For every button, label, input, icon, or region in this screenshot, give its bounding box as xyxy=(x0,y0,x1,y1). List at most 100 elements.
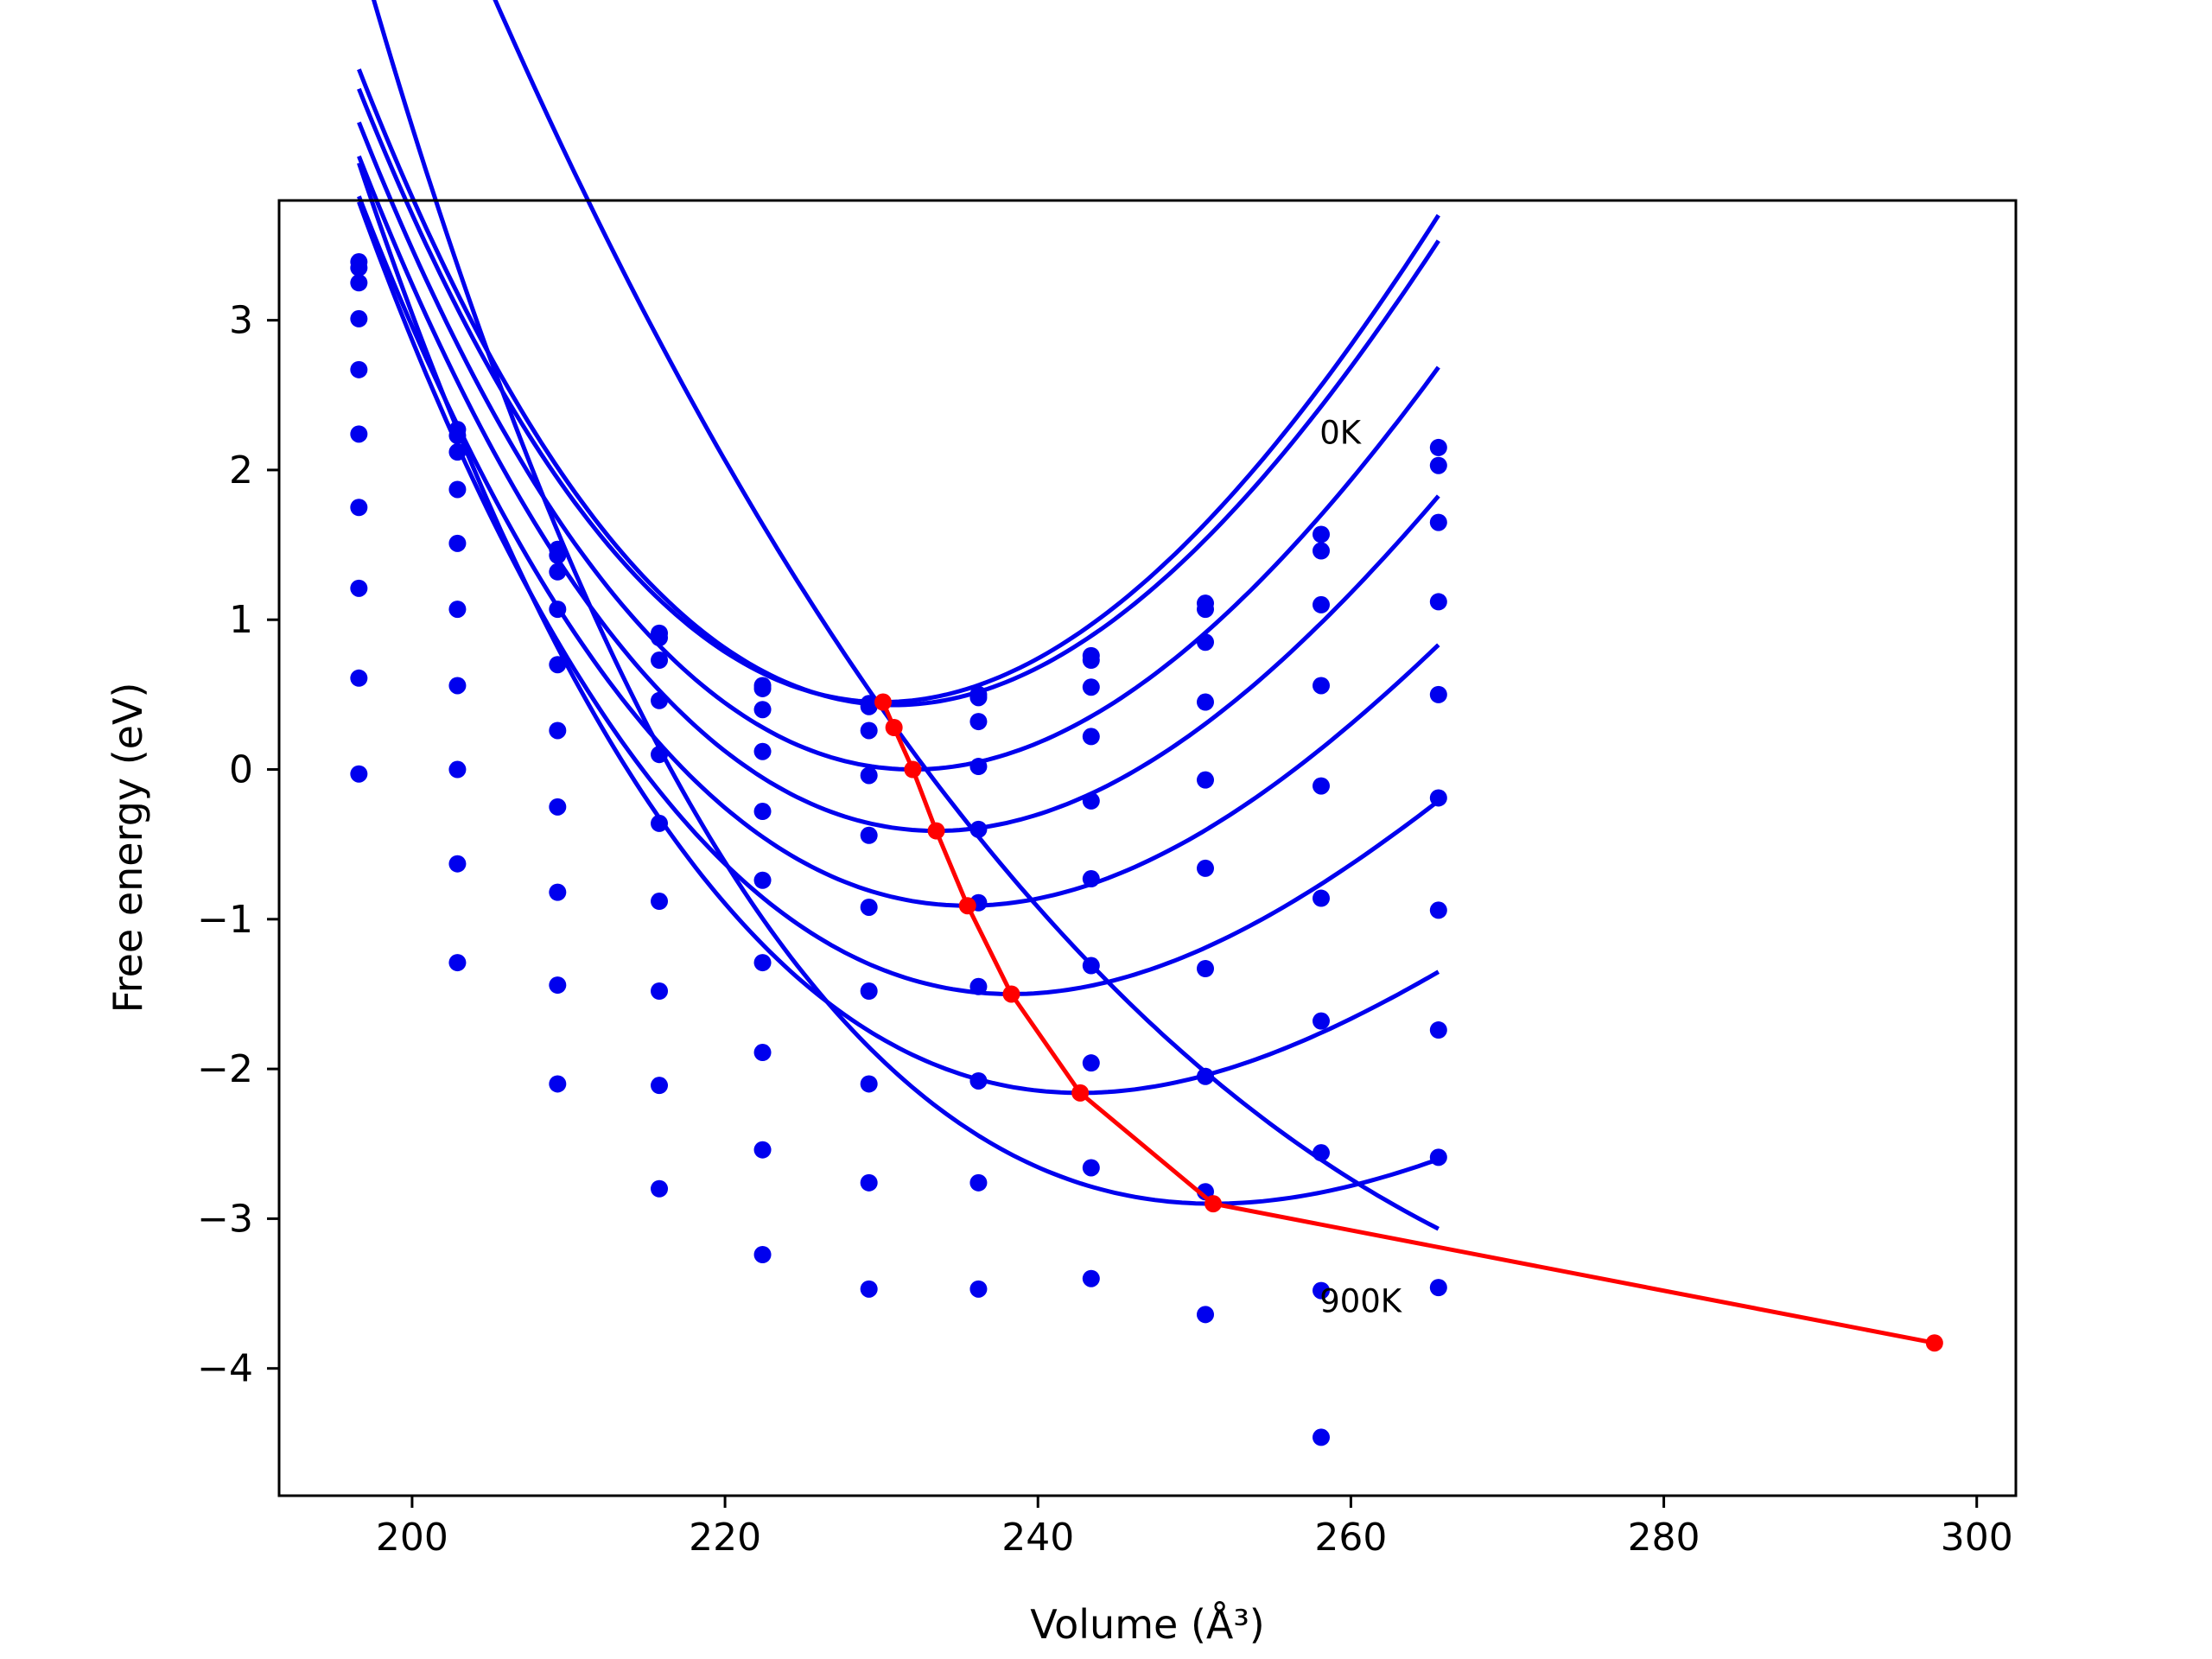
minimum-energy-path xyxy=(874,693,1943,1352)
data-point xyxy=(1429,901,1447,919)
minimum-point xyxy=(874,693,892,711)
data-point xyxy=(1429,438,1447,456)
data-point xyxy=(969,758,988,776)
y-axis-label: Free energy (eV) xyxy=(105,683,151,1014)
data-point xyxy=(1082,678,1100,696)
minimum-point xyxy=(904,760,922,779)
data-point xyxy=(350,765,368,783)
y-tick-label: −2 xyxy=(197,1047,253,1091)
data-point xyxy=(1429,685,1447,703)
data-point xyxy=(753,1141,772,1159)
data-point xyxy=(1429,1279,1447,1297)
data-point xyxy=(753,679,772,697)
y-tick-label: −1 xyxy=(197,898,253,942)
data-point xyxy=(969,689,988,707)
minimum-point xyxy=(927,822,945,840)
data-point xyxy=(860,982,878,1000)
data-point xyxy=(448,534,467,552)
data-point xyxy=(1197,859,1214,877)
data-point xyxy=(1313,1012,1330,1030)
x-axis-label: Volume (Å³) xyxy=(1030,1601,1265,1648)
data-point xyxy=(1313,677,1330,695)
data-point xyxy=(860,1280,878,1298)
data-point xyxy=(1197,693,1214,711)
data-point xyxy=(549,1075,567,1093)
data-point xyxy=(1429,513,1447,531)
minimum-point xyxy=(1071,1084,1090,1102)
data-point xyxy=(1313,889,1330,907)
data-point xyxy=(651,691,669,709)
y-axis-ticks: −4 −3 −2 −1 0 1 2 3 xyxy=(197,299,279,1391)
data-point xyxy=(1082,1269,1100,1287)
data-point xyxy=(1197,960,1214,978)
data-point xyxy=(1313,595,1330,613)
data-point xyxy=(969,820,988,838)
data-point xyxy=(549,601,567,619)
data-point xyxy=(860,898,878,916)
data-point xyxy=(448,760,467,779)
data-point xyxy=(448,677,467,695)
data-point xyxy=(350,669,368,687)
y-tick-label: 3 xyxy=(229,299,253,343)
data-point xyxy=(969,977,988,995)
data-point xyxy=(969,1280,988,1298)
y-tick-label: −4 xyxy=(197,1347,253,1391)
data-point xyxy=(549,721,567,740)
plot-frame xyxy=(277,199,2018,1497)
data-point xyxy=(969,713,988,731)
data-point xyxy=(448,427,467,445)
data-point xyxy=(1313,1428,1330,1446)
x-tick-label: 300 xyxy=(1941,1516,2013,1560)
data-point xyxy=(1313,777,1330,795)
minimum-point xyxy=(1205,1195,1223,1213)
x-axis-ticks: 200 220 240 260 280 300 xyxy=(376,1496,2013,1560)
data-point xyxy=(350,579,368,597)
x-tick-label: 200 xyxy=(376,1516,448,1560)
data-point xyxy=(860,766,878,785)
y-tick-label: 2 xyxy=(229,448,253,493)
fit-curve xyxy=(357,68,1440,708)
data-point xyxy=(549,563,567,581)
minimum-point xyxy=(958,897,976,915)
data-point xyxy=(350,309,368,327)
data-point xyxy=(651,982,669,1000)
data-point xyxy=(1082,1159,1100,1177)
data-point xyxy=(1429,789,1447,807)
y-tick-label: 0 xyxy=(229,748,253,792)
data-point xyxy=(549,656,567,674)
data-point xyxy=(549,976,567,995)
data-point xyxy=(1429,1148,1447,1166)
data-point xyxy=(448,601,467,619)
data-point xyxy=(1197,601,1214,619)
data-point xyxy=(1429,456,1447,474)
data-point xyxy=(448,954,467,972)
fit-curve xyxy=(372,0,1440,1206)
data-point xyxy=(753,1044,772,1062)
annotations: 0K 900K xyxy=(1319,415,1403,1320)
minimum-point xyxy=(1925,1334,1943,1352)
data-point xyxy=(753,803,772,821)
x-tick-label: 240 xyxy=(1001,1516,1074,1560)
data-point xyxy=(860,826,878,844)
data-point xyxy=(860,1075,878,1093)
data-point xyxy=(651,893,669,911)
fit-curve xyxy=(357,195,1440,908)
data-point xyxy=(651,1179,669,1198)
data-point xyxy=(1197,771,1214,789)
data-point xyxy=(1313,525,1330,543)
data-point xyxy=(651,814,669,832)
data-point xyxy=(1082,791,1100,810)
data-point xyxy=(549,546,567,564)
data-point xyxy=(860,697,878,715)
data-point xyxy=(448,480,467,499)
data-point xyxy=(1313,1281,1330,1300)
data-point xyxy=(860,1173,878,1192)
data-point xyxy=(651,1077,669,1095)
data-point xyxy=(753,701,772,719)
data-point xyxy=(753,1245,772,1263)
data-point xyxy=(1082,870,1100,888)
data-point xyxy=(969,1173,988,1192)
data-point xyxy=(1082,652,1100,670)
data-point xyxy=(1313,1144,1330,1162)
